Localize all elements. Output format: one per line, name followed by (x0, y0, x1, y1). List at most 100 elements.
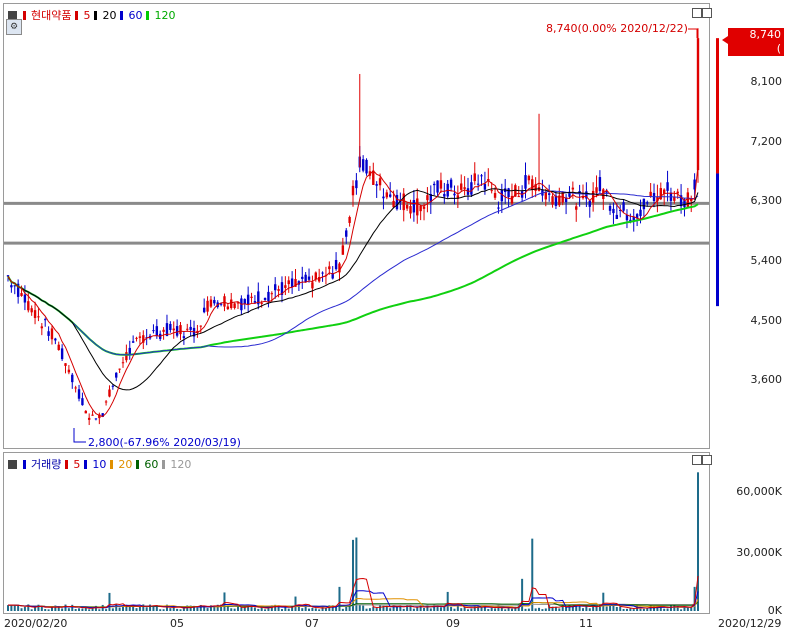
candle-body (246, 294, 250, 305)
volume-bar (409, 605, 412, 611)
volume-bar (159, 609, 162, 611)
volume-bar (71, 604, 74, 611)
volume-bar (423, 608, 426, 611)
volume-bar (260, 607, 263, 611)
candle-body (345, 230, 348, 237)
volume-bar (541, 609, 544, 611)
candle-body (690, 198, 693, 202)
candle-body (111, 385, 115, 387)
volume-bar (115, 604, 118, 611)
candle-body (206, 300, 209, 312)
volume-bar (23, 606, 26, 611)
volume-bar (554, 606, 557, 611)
candle-body (581, 196, 585, 199)
low-annotation: 2,800(-67.96% 2020/03/19) (88, 436, 241, 449)
volume-bar (436, 605, 439, 611)
candle-body (250, 296, 253, 298)
legend-marker (23, 10, 26, 20)
price-chart-panel[interactable]: 현대약품 5 20 60 120 ⚙ (3, 3, 712, 449)
candle-body (263, 298, 267, 300)
volume-bar (362, 605, 365, 611)
volume-bar (152, 606, 155, 611)
volume-bar (382, 605, 385, 611)
candle-body (280, 282, 284, 295)
candle-body (639, 209, 642, 217)
price-tick: 8,100 (750, 75, 783, 88)
volume-bar (575, 605, 578, 611)
candle-body (378, 178, 382, 186)
volume-bar (74, 609, 77, 611)
maximize-panel-icon[interactable] (692, 8, 702, 18)
legend-marker (84, 459, 88, 469)
volume-bar (426, 604, 429, 611)
volume-bar (642, 608, 645, 611)
volume-bar (395, 606, 398, 611)
candle-body (175, 326, 179, 336)
volume-bar (619, 606, 622, 611)
candle-body (493, 193, 497, 198)
volume-bar (220, 604, 223, 611)
volume-bar (91, 607, 94, 611)
date-label: 07 (305, 617, 319, 630)
legend-marker (162, 459, 166, 469)
candle-body (182, 336, 186, 339)
volume-bar (558, 608, 561, 611)
volume-bar (629, 608, 632, 611)
candle-body (317, 277, 321, 282)
volume-bar (182, 608, 185, 611)
volume-bar (216, 604, 219, 611)
volume-bar (206, 608, 209, 611)
maximize-panel-icon[interactable] (692, 455, 702, 465)
volume-bar (443, 606, 446, 611)
candle-body (646, 202, 649, 204)
candle-body (517, 196, 520, 198)
candle-body (615, 214, 619, 219)
volume-bar (524, 608, 527, 611)
candle-body (439, 180, 443, 189)
volume-bar (504, 609, 507, 611)
volume-bar (483, 606, 486, 611)
volume-bar (625, 608, 628, 611)
chart-menu-icon[interactable] (8, 10, 17, 20)
candle-body (608, 205, 612, 211)
candle-body (612, 208, 615, 214)
candle-body (389, 194, 392, 197)
volume-bar (230, 608, 233, 611)
candle-body (172, 328, 175, 331)
close-panel-icon[interactable] (702, 8, 712, 18)
volume-bar (294, 596, 297, 611)
candle-body (649, 191, 652, 197)
volume-bar (494, 608, 497, 611)
candle-body (192, 327, 196, 337)
chart-settings-icon[interactable]: ⚙ (6, 19, 22, 35)
volume-bar (199, 604, 202, 611)
price-range-bar-up (716, 38, 719, 174)
volume-bar (595, 607, 598, 611)
date-label: 11 (579, 617, 593, 630)
candle-body (257, 291, 260, 305)
volume-bar (406, 605, 409, 611)
legend-marker (65, 459, 69, 469)
volume-bar (237, 606, 239, 611)
volume-bar (50, 606, 53, 611)
volume-bar (500, 607, 503, 611)
volume-bar (399, 605, 402, 611)
volume-bar (341, 608, 344, 611)
candle-body (622, 202, 625, 211)
close-panel-icon[interactable] (702, 455, 712, 465)
candle-body (223, 296, 226, 307)
volume-bar (142, 604, 145, 611)
volume-bar (433, 604, 436, 611)
candle-body (321, 272, 324, 274)
candle-body (64, 363, 67, 366)
volume-name: 거래량 (31, 458, 62, 471)
volume-bar (666, 608, 669, 611)
legend-marker (120, 10, 124, 20)
volume-bar (653, 606, 656, 611)
chart-menu-icon[interactable] (8, 459, 17, 469)
candle-body (419, 205, 422, 212)
candle-body (236, 302, 240, 304)
volume-bar (64, 604, 67, 611)
volume-bar (392, 605, 395, 611)
stock-name: 현대약품 (31, 9, 72, 22)
